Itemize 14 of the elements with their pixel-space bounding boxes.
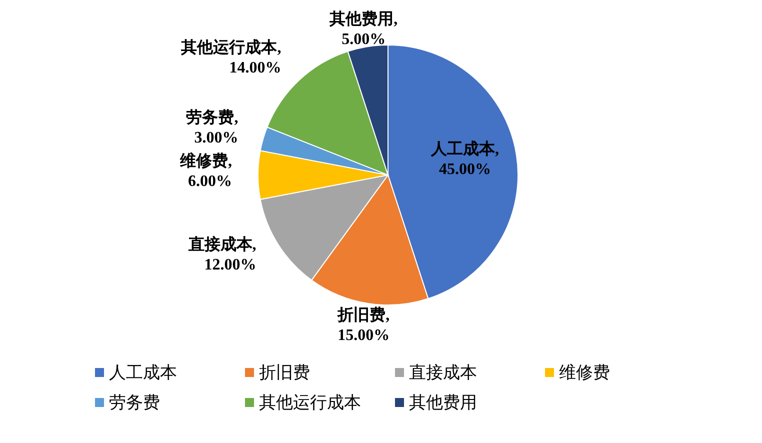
legend-label: 劳务费 [109, 393, 160, 412]
data-label: 维修费,6.00% [179, 152, 232, 190]
legend-label: 其他运行成本 [259, 393, 361, 412]
data-label: 直接成本,12.00% [187, 236, 256, 274]
data-label: 其他运行成本,14.00% [180, 38, 282, 76]
data-label: 其他费用,5.00% [328, 10, 398, 48]
data-label: 人工成本,45.00% [430, 140, 500, 178]
legend-label: 其他费用 [409, 393, 477, 412]
legend-label: 折旧费 [259, 363, 310, 382]
legend-label: 直接成本 [409, 363, 477, 382]
data-label: 劳务费,3.00% [186, 108, 238, 146]
legend-label: 维修费 [559, 363, 610, 382]
data-label: 折旧费,15.00% [336, 306, 390, 344]
legend-label: 人工成本 [109, 363, 177, 382]
